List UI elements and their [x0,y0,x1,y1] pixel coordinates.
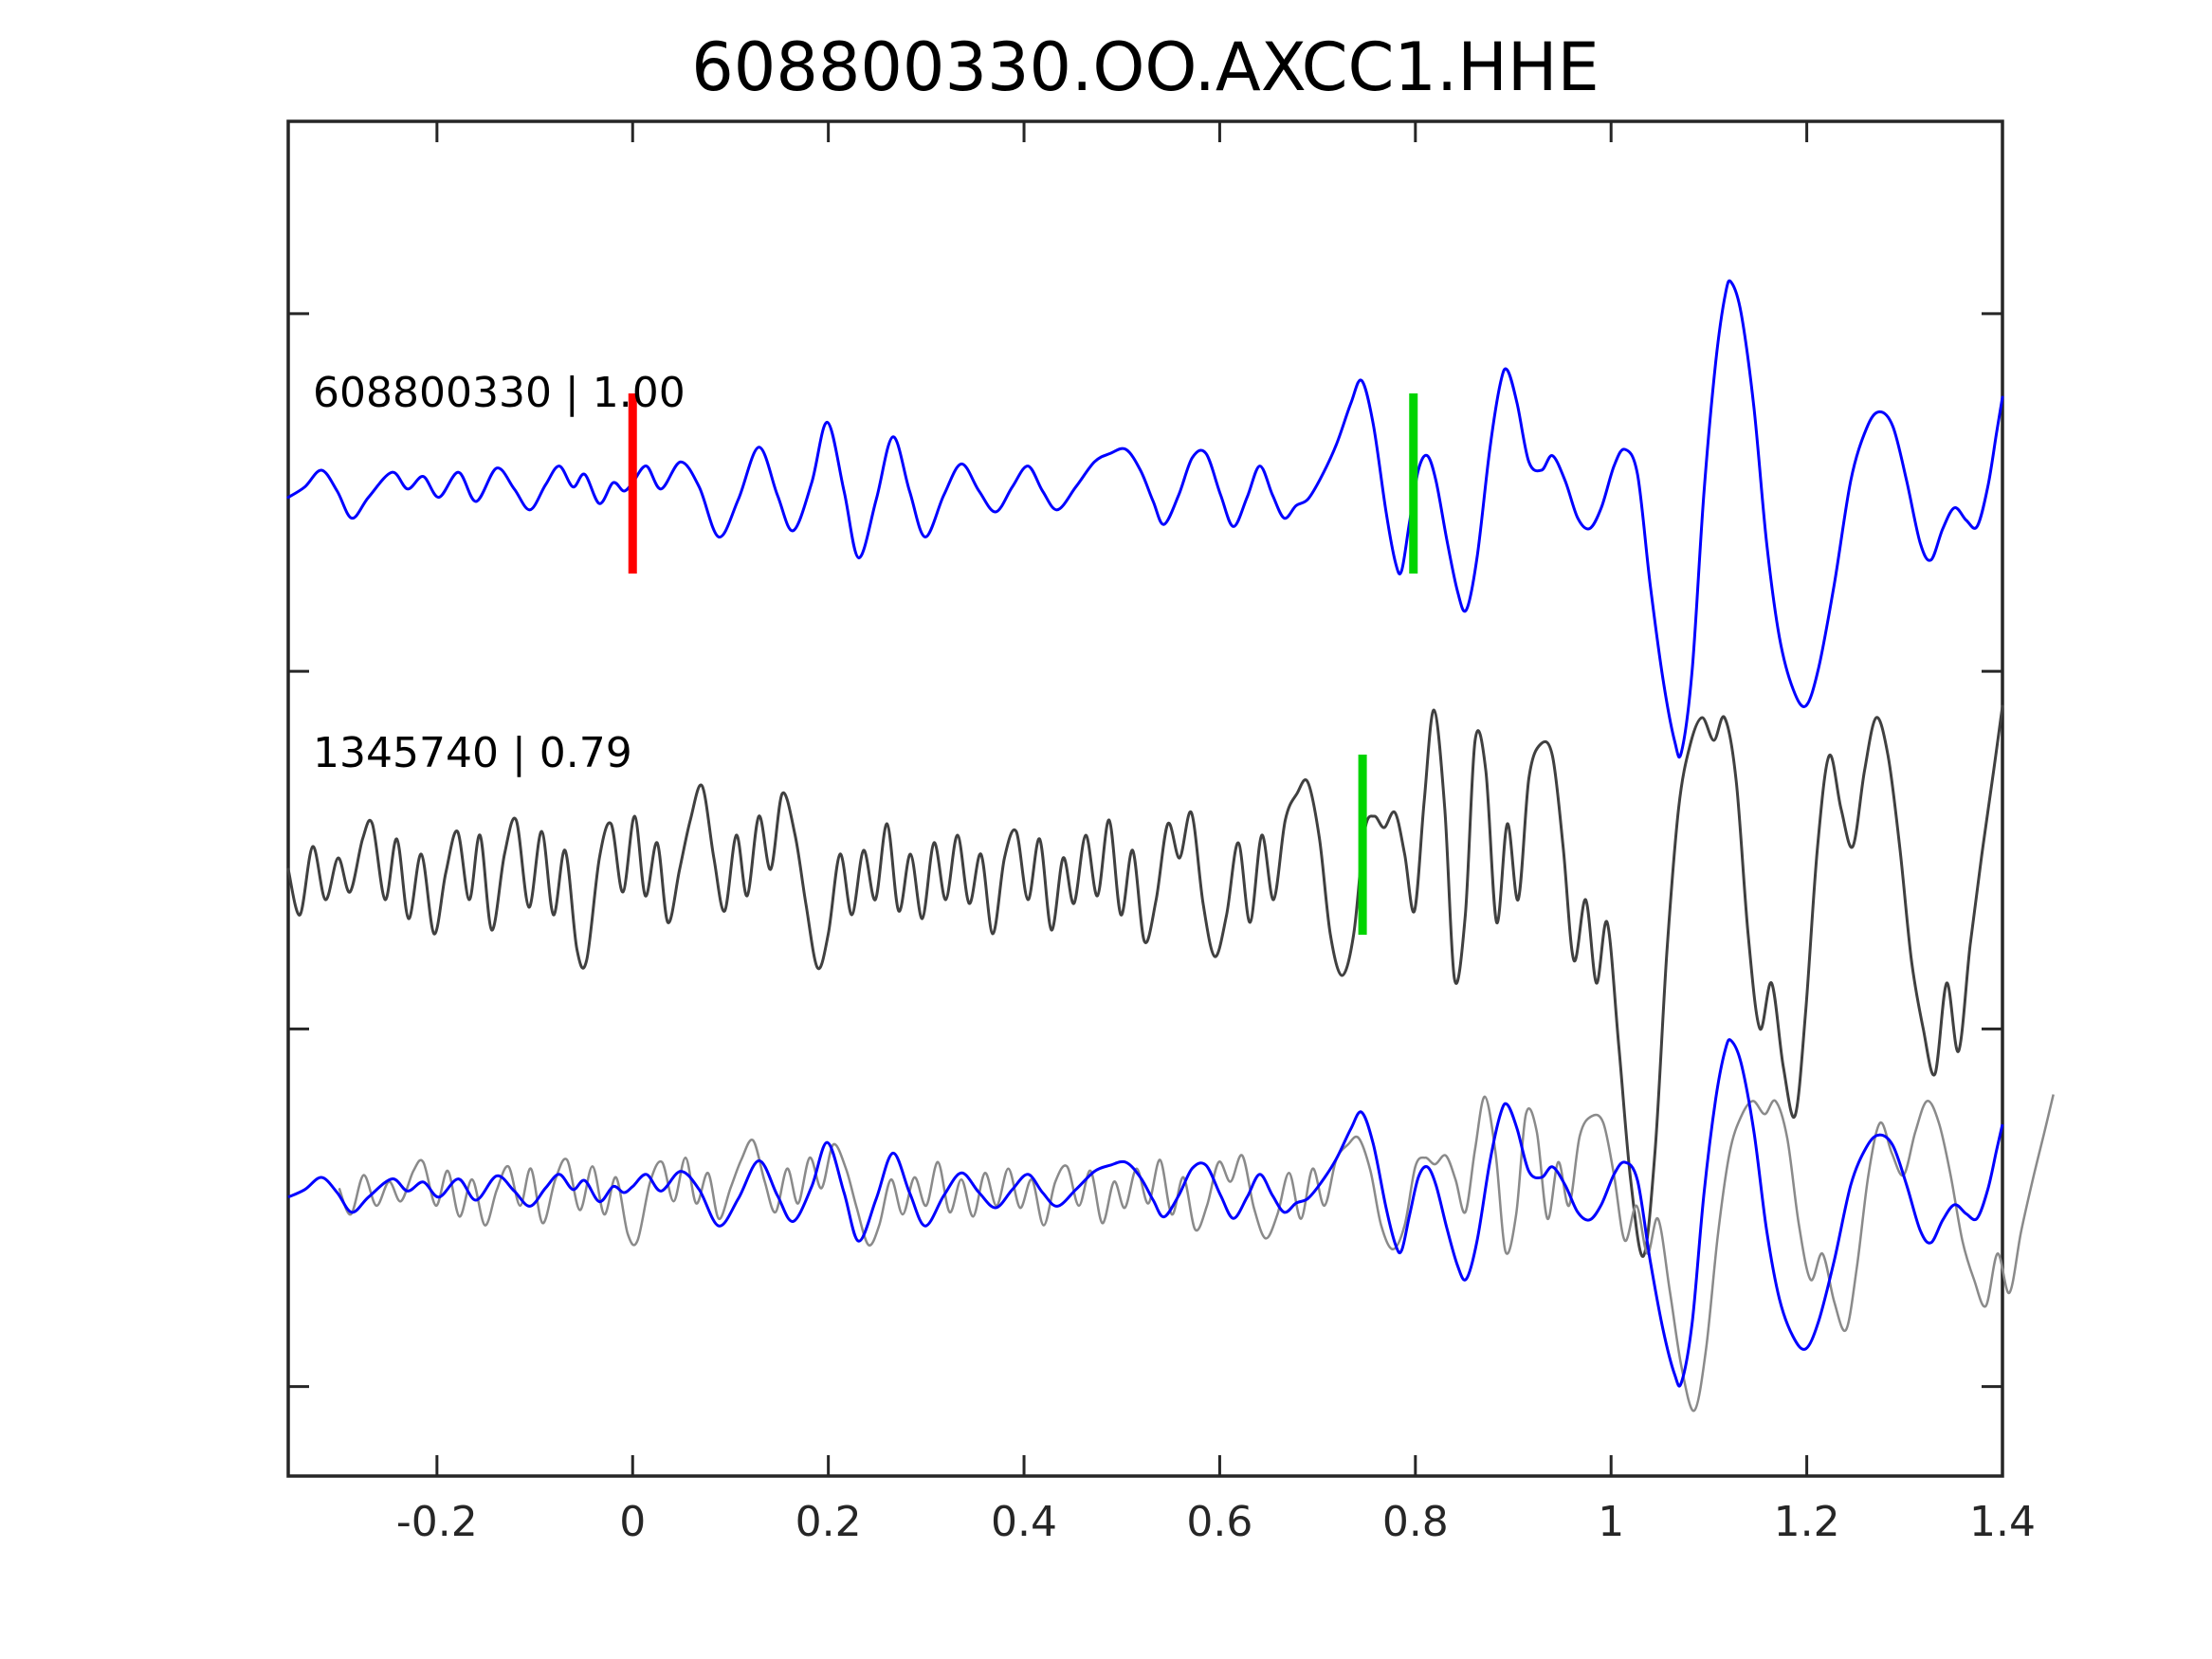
x-tick-label: 0 [619,1498,646,1546]
axes-layer [286,119,2004,1478]
x-tick-label: 0.4 [991,1498,1057,1546]
x-tick-label: 1 [1598,1498,1624,1546]
x-tick-label: 0.8 [1382,1498,1449,1546]
x-tick-label: 1.2 [1774,1498,1840,1546]
matched-trace-label: 1345740 | 0.79 [313,729,632,777]
matched-trace-waveform [286,704,2004,1258]
x-tick-label: -0.2 [396,1498,478,1546]
x-tick-label: 1.4 [1969,1498,2036,1546]
x-tick-label: 0.2 [795,1498,862,1546]
chart-title: 608800330.OO.AXCC1.HHE [691,28,1599,106]
plot-border [286,119,2004,1478]
trace-layer [286,279,2055,1413]
template-trace-waveform [286,279,2004,759]
overlay-blue-waveform [287,1038,2004,1388]
template-trace-label: 608800330 | 1.00 [313,369,686,417]
overlay-gray-waveform [338,1094,2055,1413]
marker-layer [628,393,1418,935]
tick-label-layer: -0.2 0 0.2 0.4 0.6 0.8 1 1.2 1.4 [396,1498,2036,1546]
x-tick-label: 0.6 [1186,1498,1252,1546]
